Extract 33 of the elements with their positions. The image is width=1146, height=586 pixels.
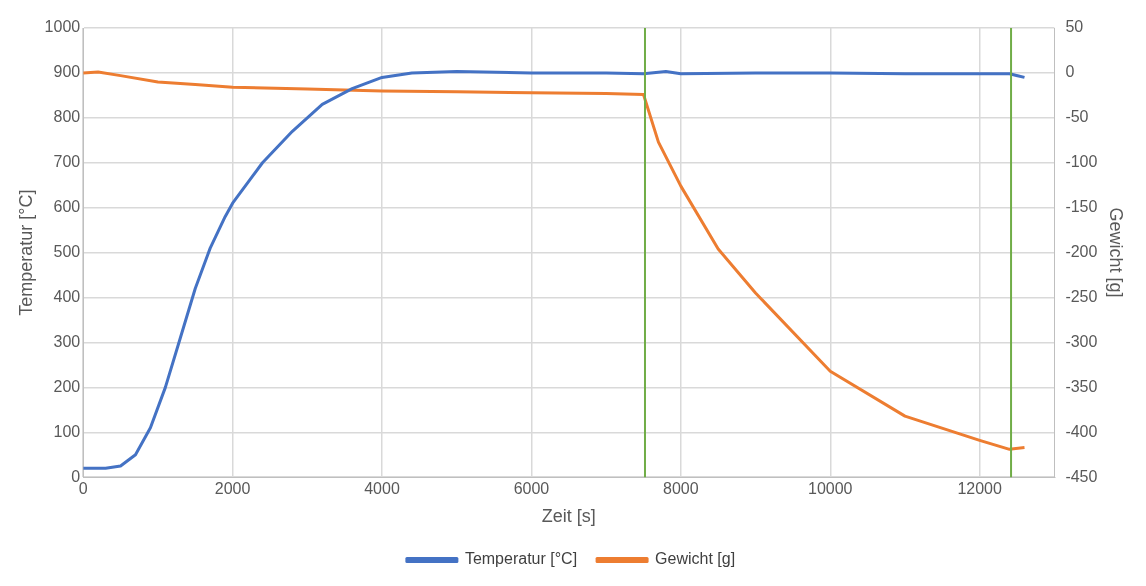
legend-label: Temperatur [°C] xyxy=(464,550,578,568)
y-tick-label: 200 xyxy=(53,377,81,395)
x-tick-label: 12000 xyxy=(957,480,1003,498)
y-tick-label: 300 xyxy=(53,332,81,350)
y2-tick-label: -300 xyxy=(1065,332,1098,350)
x-tick-label: 8000 xyxy=(663,480,699,498)
y2-tick-label: 50 xyxy=(1065,18,1084,36)
y-tick-label: 0 xyxy=(71,467,81,485)
y2-tick-label: -400 xyxy=(1065,422,1098,440)
y2-tick-label: -50 xyxy=(1065,108,1089,126)
y-tick-label: 800 xyxy=(53,108,81,126)
x-axis-title: Zeit [s] xyxy=(541,506,596,527)
y2-tick-label: -100 xyxy=(1065,153,1098,171)
y-tick-label: 1000 xyxy=(44,18,81,36)
y2-tick-label: 0 xyxy=(1065,63,1075,81)
y2-tick-label: -150 xyxy=(1065,198,1098,216)
x-tick-label: 10000 xyxy=(808,480,853,498)
x-tick-label: 6000 xyxy=(513,480,550,498)
y2-tick-label: -200 xyxy=(1065,243,1098,261)
x-tick-label: 2000 xyxy=(214,480,251,498)
y-tick-label: 900 xyxy=(53,63,81,81)
y2-tick-label: -350 xyxy=(1065,377,1098,395)
y-axis-title: Temperatur [°C] xyxy=(15,189,36,316)
y-tick-label: 400 xyxy=(53,287,81,305)
y2-axis-title: Gewicht [g] xyxy=(1106,207,1127,298)
y-tick-label: 500 xyxy=(53,243,81,261)
y-tick-label: 100 xyxy=(53,422,81,440)
y-tick-label: 600 xyxy=(53,198,81,216)
y-tick-label: 700 xyxy=(53,153,81,171)
y2-tick-label: -250 xyxy=(1065,287,1098,305)
y2-tick-label: -450 xyxy=(1065,467,1098,485)
legend-label: Gewicht [g] xyxy=(655,550,736,568)
x-tick-label: 4000 xyxy=(364,480,400,498)
